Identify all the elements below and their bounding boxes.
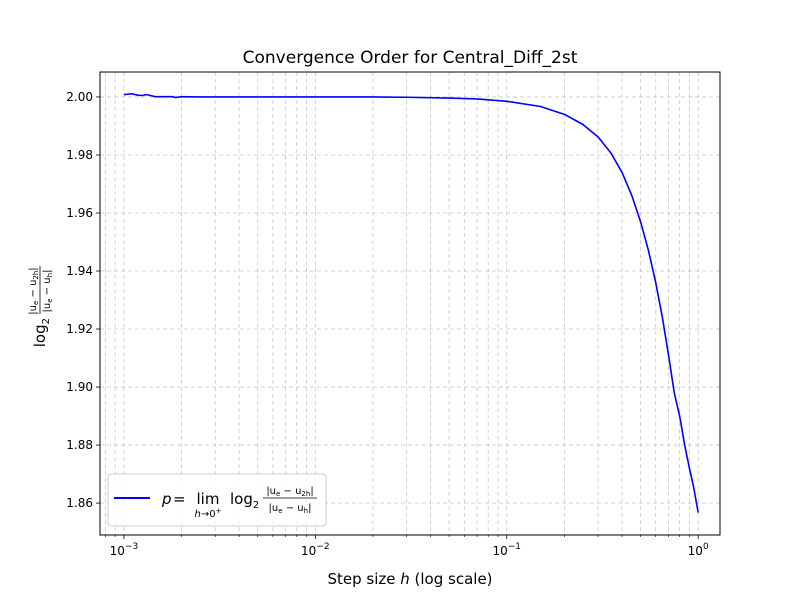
svg-text:=: = <box>173 490 186 508</box>
y-tick-label: 1.96 <box>66 206 93 220</box>
y-tick-label: 1.90 <box>66 380 93 394</box>
svg-text:log2: log2 <box>31 318 52 347</box>
legend: p = lim h→0+ log2 |ue − u2h| |ue − uh| <box>107 473 327 527</box>
y-tick-label: 1.88 <box>66 438 93 452</box>
svg-text:h→0+: h→0+ <box>195 507 222 520</box>
axis-ticks: 10−3 10−2 10−1 100 1.86 1.88 1.90 1.92 1.94 1.96 1… <box>66 90 709 558</box>
chart-title: Convergence Order for Central_Diff_2st <box>243 48 578 68</box>
series-line <box>123 92 699 513</box>
x-tick-label: 100 <box>688 542 709 558</box>
x-axis-label: Step size h (log scale) <box>327 570 492 588</box>
svg-text:log2: log2 <box>230 490 259 511</box>
plot-frame <box>99 71 721 536</box>
y-tick-label: 1.92 <box>66 322 93 336</box>
grid <box>100 72 720 535</box>
legend-box <box>107 473 327 527</box>
y-tick-label: 1.94 <box>66 264 93 278</box>
x-tick-label: 10−2 <box>301 542 330 558</box>
data-lines <box>123 92 699 513</box>
svg-text:p: p <box>161 490 172 508</box>
y-tick-label: 2.00 <box>66 90 93 104</box>
svg-text:lim: lim <box>197 490 220 508</box>
y-tick-label: 1.86 <box>66 496 93 510</box>
x-tick-label: 10−3 <box>110 542 139 558</box>
y-tick-label: 1.98 <box>66 148 93 162</box>
x-tick-label: 10−1 <box>492 542 521 558</box>
